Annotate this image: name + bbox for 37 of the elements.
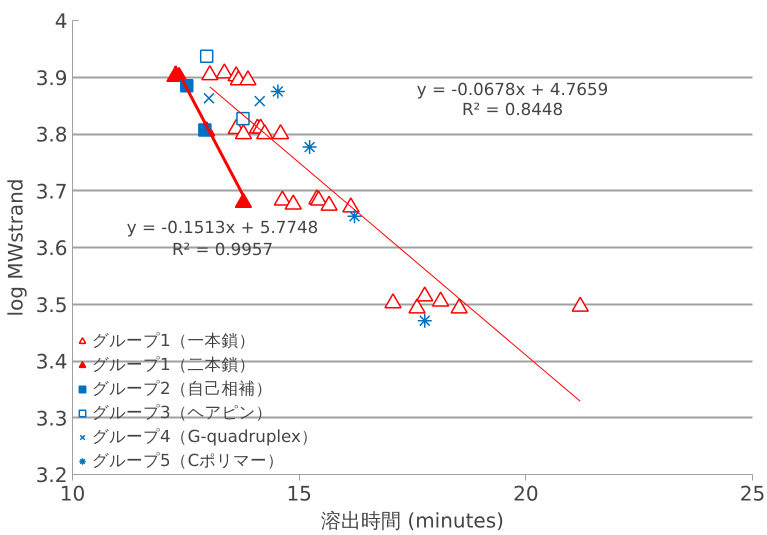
annotation: y = -0.0678x + 4.7659 (416, 80, 608, 99)
x-tick-label: 20 (513, 482, 539, 506)
legend-label: グループ1（一本鎖） (92, 330, 256, 352)
point (239, 70, 257, 86)
x-tick-label: 25 (740, 482, 766, 506)
point (450, 298, 468, 314)
legend-label: グループ4（G-quadruplex） (92, 426, 318, 448)
point (432, 291, 450, 307)
point (284, 194, 302, 210)
legend-label: グループ2（自己相補） (92, 378, 273, 400)
legend-label: グループ1（二本鎖） (92, 354, 256, 376)
point (416, 286, 434, 302)
annotation: R² = 0.8448 (462, 100, 564, 119)
point (272, 124, 290, 140)
y-tick-label: 3.8 (36, 122, 68, 146)
point (384, 293, 402, 308)
y-tick-label: 3.4 (36, 350, 68, 374)
y-tick-label: 4 (54, 9, 68, 33)
point (216, 63, 234, 79)
point (571, 296, 589, 312)
annotation: R² = 0.9957 (172, 240, 274, 259)
y-tick-label: 3.5 (36, 292, 68, 317)
point (201, 64, 219, 80)
point (234, 124, 252, 140)
y-tick-label: 3.9 (36, 66, 68, 90)
point (408, 298, 426, 314)
y-tick-label: 3.6 (36, 236, 68, 260)
legend-label: グループ5（Cポリマー） (92, 450, 284, 472)
point (320, 196, 338, 211)
legend-label: グループ3（ヘアピン） (92, 402, 273, 424)
point (234, 192, 252, 208)
y-tick-label: 3.3 (36, 406, 68, 430)
annotation: y = -0.1513x + 5.7748 (126, 218, 318, 237)
x-axis-title: 溶出時間 (minutes) (321, 508, 504, 532)
y-tick-label: 3.7 (36, 179, 68, 204)
y-axis-title: log MWstrand (4, 178, 28, 316)
x-tick-label: 15 (286, 482, 312, 506)
